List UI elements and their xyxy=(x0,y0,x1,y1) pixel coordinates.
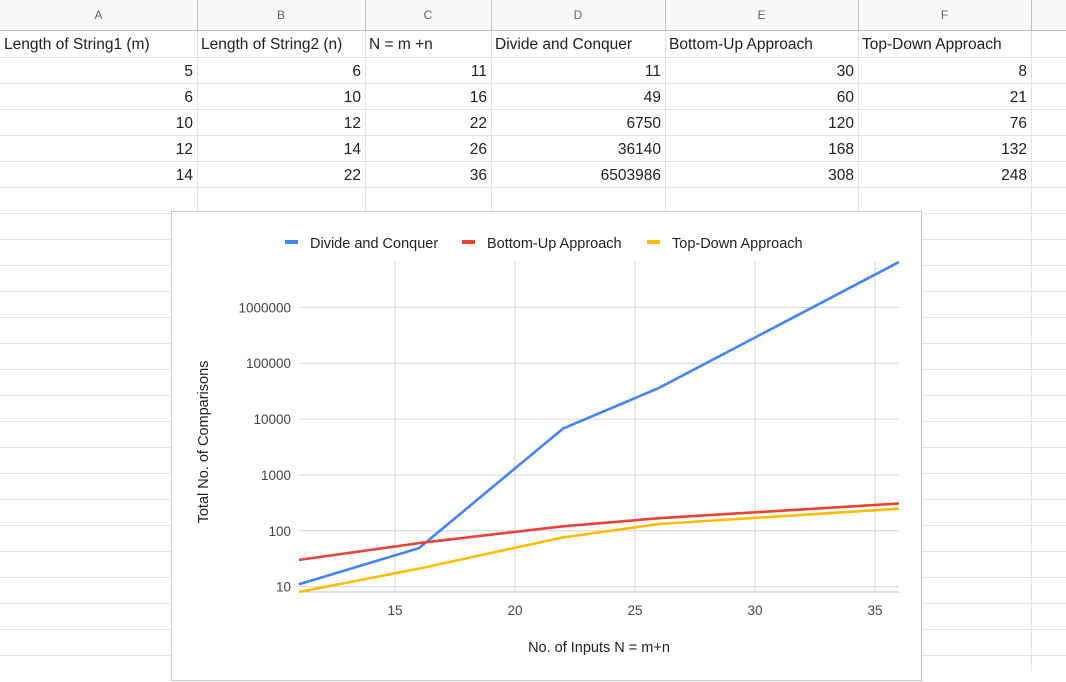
column-header-separator xyxy=(665,0,666,30)
column-header-separator xyxy=(858,0,859,30)
x-axis-title: No. of Inputs N = m+n xyxy=(528,640,670,656)
y-tick-label: 100000 xyxy=(246,356,291,371)
y-axis-title: Total No. of Comparisons xyxy=(196,361,212,524)
data-cell[interactable]: 36140 xyxy=(617,141,661,158)
data-cell[interactable]: 12 xyxy=(343,115,361,132)
column-header-separator xyxy=(365,0,366,30)
y-tick-label: 1000 xyxy=(261,468,291,483)
data-cell[interactable]: 6750 xyxy=(626,115,661,132)
data-cell[interactable]: 10 xyxy=(175,115,193,132)
data-cell[interactable]: 132 xyxy=(1001,141,1027,158)
legend-swatch xyxy=(285,240,298,244)
header-cell[interactable]: Top-Down Approach xyxy=(862,36,1002,53)
data-cell[interactable]: 30 xyxy=(836,63,854,80)
data-cell[interactable]: 26 xyxy=(469,141,487,158)
row-gridline xyxy=(0,83,1066,84)
legend-label: Top-Down Approach xyxy=(672,236,803,252)
column-header-f[interactable]: F xyxy=(940,8,949,22)
column-header-e[interactable]: E xyxy=(757,8,766,22)
header-cell[interactable]: N = m +n xyxy=(369,36,433,53)
data-cell[interactable]: 76 xyxy=(1009,115,1027,132)
data-cell[interactable]: 12 xyxy=(175,141,193,158)
data-cell[interactable]: 22 xyxy=(343,167,361,184)
y-tick-label: 1000000 xyxy=(238,300,291,315)
column-header-a[interactable]: A xyxy=(94,8,103,22)
data-cell[interactable]: 120 xyxy=(828,115,854,132)
data-cell[interactable]: 6 xyxy=(352,63,361,80)
data-cell[interactable]: 248 xyxy=(1001,167,1027,184)
column-header-c[interactable]: C xyxy=(423,8,433,22)
column-header-separator xyxy=(491,0,492,30)
y-tick-label: 100 xyxy=(268,524,291,539)
row-gridline xyxy=(0,187,1066,188)
data-cell[interactable]: 6503986 xyxy=(600,167,661,184)
data-cell[interactable]: 22 xyxy=(469,115,487,132)
data-cell[interactable]: 16 xyxy=(469,89,487,106)
data-cell[interactable]: 11 xyxy=(644,63,661,80)
chart-svg: 15 20 25 30 35 10 100 1000 10000 100000 1000000 No.… xyxy=(196,236,900,656)
data-cell[interactable]: 11 xyxy=(470,63,487,80)
y-tick-label: 10000 xyxy=(253,412,291,427)
data-cell[interactable]: 8 xyxy=(1018,63,1027,80)
data-cell[interactable]: 6 xyxy=(184,89,193,106)
data-cell[interactable]: 14 xyxy=(175,167,193,184)
x-tick-label: 20 xyxy=(507,603,522,618)
data-cell[interactable]: 5 xyxy=(184,63,193,80)
data-cell[interactable]: 21 xyxy=(1009,89,1027,106)
data-cell[interactable]: 10 xyxy=(343,89,361,106)
row-gridline xyxy=(0,109,1066,110)
legend-swatch xyxy=(647,240,660,244)
column-header-d[interactable]: D xyxy=(573,8,583,22)
header-cell[interactable]: Bottom-Up Approach xyxy=(669,36,813,53)
data-cell[interactable]: 60 xyxy=(836,89,854,106)
column-header-separator xyxy=(1031,0,1032,30)
legend-swatch xyxy=(462,240,475,244)
series-line-bottom-up-approach xyxy=(298,502,900,562)
column-gridline xyxy=(1031,0,1032,671)
column-header-b[interactable]: B xyxy=(276,8,285,22)
header-cell[interactable]: Length of String1 (m) xyxy=(4,36,150,53)
x-tick-label: 35 xyxy=(867,603,882,618)
data-cell[interactable]: 168 xyxy=(828,141,854,158)
legend-label: Divide and Conquer xyxy=(310,236,438,252)
row-gridline xyxy=(0,135,1066,136)
row-gridline xyxy=(0,161,1066,162)
column-header-separator xyxy=(197,0,198,30)
legend-label: Bottom-Up Approach xyxy=(487,236,622,252)
column-header-row: A B C D E F xyxy=(0,0,1066,31)
data-cell[interactable]: 14 xyxy=(343,141,361,158)
x-tick-label: 25 xyxy=(627,603,642,618)
x-tick-label: 15 xyxy=(387,603,402,618)
data-cell[interactable]: 49 xyxy=(643,89,661,106)
data-cell[interactable]: 36 xyxy=(469,167,487,184)
series-line-top-down-approach xyxy=(298,507,900,594)
header-cell[interactable]: Divide and Conquer xyxy=(495,36,633,53)
line-chart[interactable]: 15 20 25 30 35 10 100 1000 10000 100000 1000000 No.… xyxy=(171,211,922,681)
row-gridline xyxy=(0,57,1066,58)
series-line-divide-and-conquer xyxy=(298,260,900,586)
data-cell[interactable]: 308 xyxy=(828,167,854,184)
y-tick-label: 10 xyxy=(276,580,291,595)
header-cell[interactable]: Length of String2 (n) xyxy=(201,36,343,53)
x-tick-label: 30 xyxy=(747,603,762,618)
